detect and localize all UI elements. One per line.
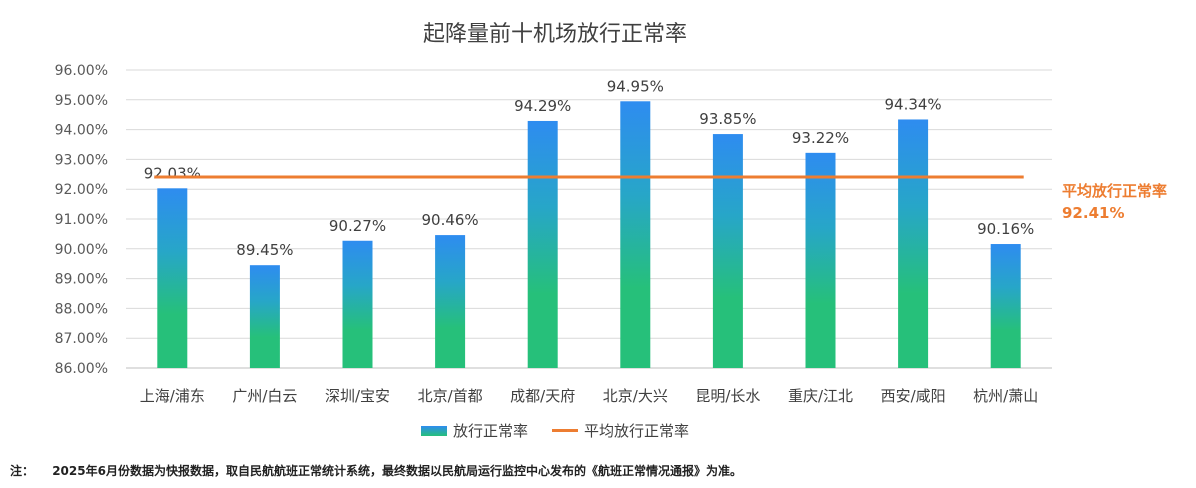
y-tick-label: 92.00%	[55, 182, 108, 198]
data-label: 90.27%	[329, 217, 386, 235]
x-tick-label: 北京/首都	[418, 387, 483, 405]
data-label: 94.34%	[884, 95, 941, 113]
legend-item-line: 平均放行正常率	[552, 420, 689, 441]
legend-bar-swatch	[420, 425, 447, 436]
footnote-text: 2025年6月份数据为快报数据，取自民航航班正常统计系统，最终数据以民航局运行监…	[52, 464, 742, 478]
bar	[435, 235, 466, 368]
y-tick-label: 96.00%	[55, 63, 108, 79]
y-tick-label: 93.00%	[55, 152, 108, 168]
bar	[620, 101, 651, 368]
x-tick-label: 西安/咸阳	[881, 387, 946, 405]
data-label: 92.03%	[144, 164, 201, 182]
y-tick-label: 88.00%	[55, 301, 108, 317]
y-tick-label: 95.00%	[55, 93, 108, 109]
x-tick-label: 北京/大兴	[603, 387, 668, 405]
bar	[527, 120, 558, 368]
x-tick-label: 上海/浦东	[140, 387, 205, 405]
x-tick-label: 杭州/萧山	[973, 387, 1038, 405]
footnote: 注： 2025年6月份数据为快报数据，取自民航航班正常统计系统，最终数据以民航局…	[10, 462, 742, 479]
bar	[990, 244, 1021, 368]
x-tick-label: 成都/天府	[510, 387, 575, 405]
data-label: 89.45%	[236, 241, 293, 259]
y-tick-label: 87.00%	[55, 331, 108, 347]
bar	[898, 119, 929, 368]
bar	[805, 152, 836, 368]
legend-item-bar: 放行正常率	[420, 420, 528, 441]
bar	[157, 188, 188, 368]
legend-line-label: 平均放行正常率	[584, 422, 690, 440]
legend-line-swatch	[552, 429, 578, 432]
average-annotation: 平均放行正常率 92.41%	[1062, 180, 1167, 224]
data-label: 90.46%	[421, 211, 478, 229]
y-tick-label: 90.00%	[55, 242, 108, 258]
y-tick-label: 91.00%	[55, 212, 108, 228]
x-tick-label: 深圳/宝安	[325, 387, 390, 405]
bar	[342, 240, 373, 368]
data-label: 90.16%	[977, 220, 1034, 238]
bar	[712, 134, 743, 368]
average-annotation-value: 92.41%	[1062, 204, 1125, 222]
y-tick-label: 94.00%	[55, 123, 108, 139]
footnote-label: 注：	[10, 464, 35, 478]
data-label: 93.85%	[699, 110, 756, 128]
x-tick-label: 广州/白云	[232, 387, 297, 405]
chart-title: 起降量前十机场放行正常率	[422, 22, 687, 47]
y-tick-label: 89.00%	[55, 272, 108, 288]
data-label: 94.95%	[607, 77, 664, 95]
chart-legend: 放行正常率 平均放行正常率	[0, 420, 1110, 441]
y-tick-label: 86.00%	[55, 361, 108, 377]
data-label: 94.29%	[514, 97, 571, 115]
x-tick-label: 重庆/江北	[788, 387, 853, 405]
legend-bar-label: 放行正常率	[452, 422, 528, 440]
data-label: 93.22%	[792, 129, 849, 147]
x-tick-label: 昆明/长水	[695, 387, 760, 405]
bar	[249, 265, 280, 368]
average-annotation-label: 平均放行正常率	[1062, 182, 1168, 200]
